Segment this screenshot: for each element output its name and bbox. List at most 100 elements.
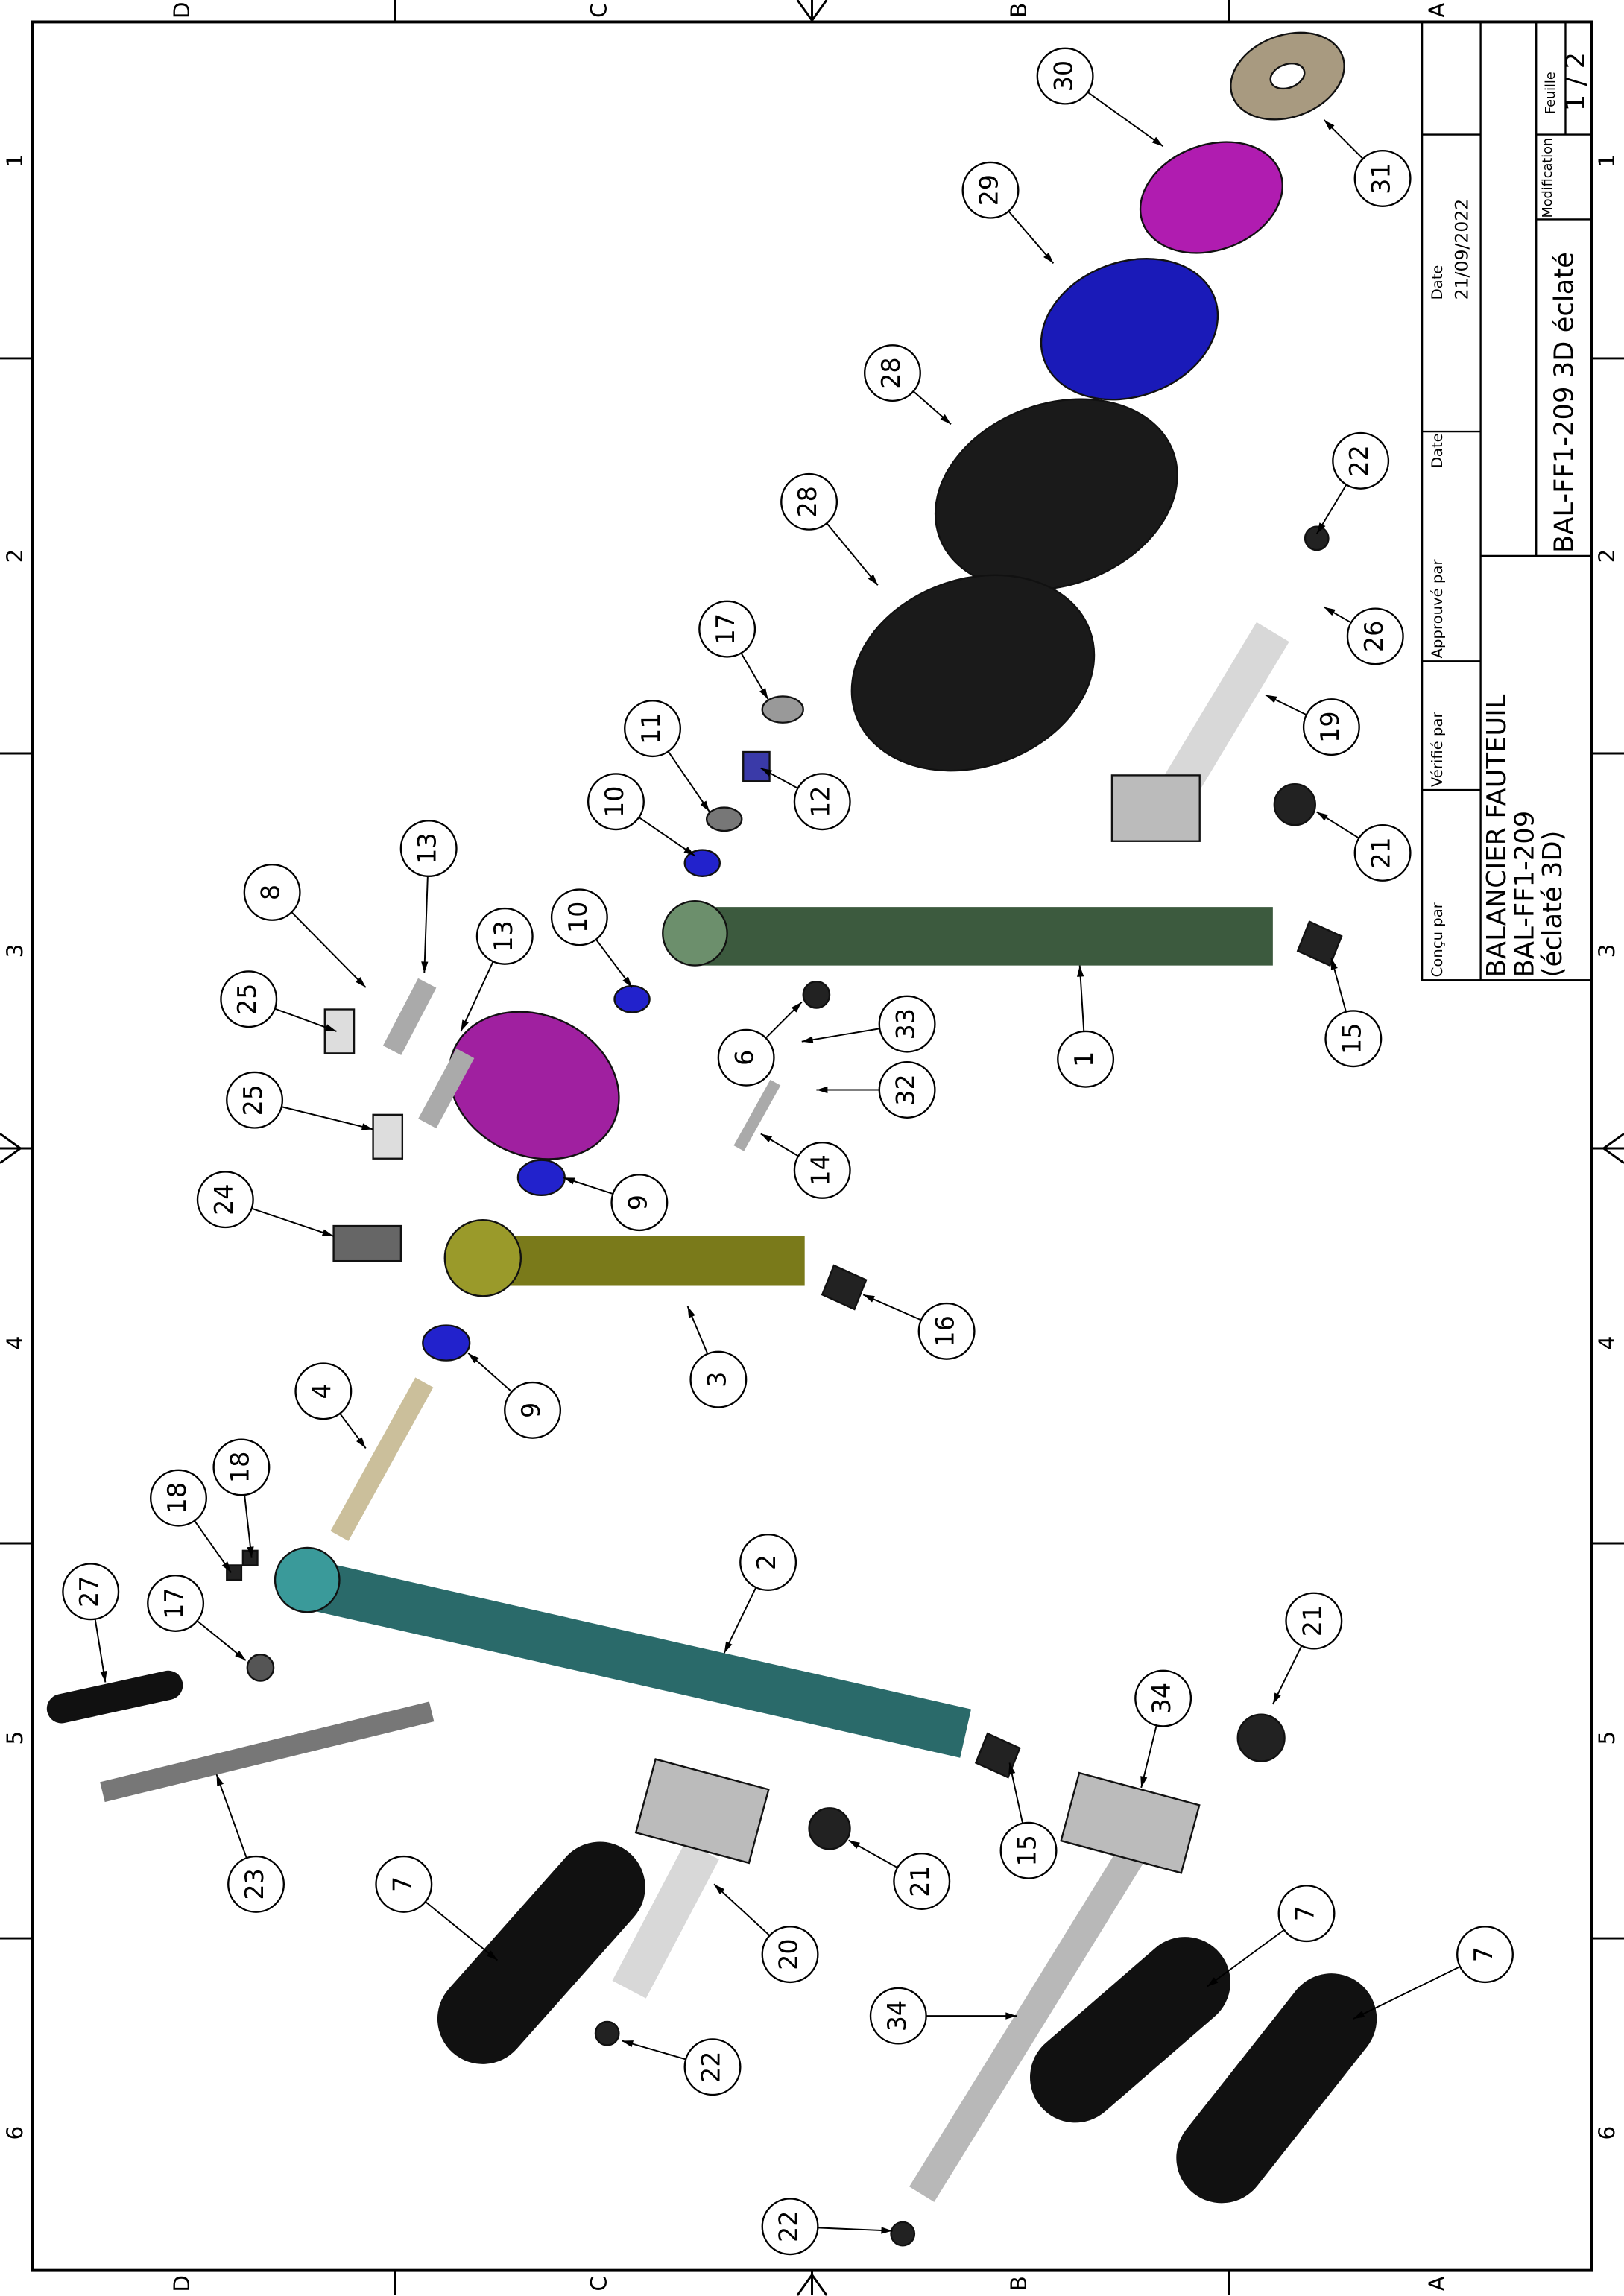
reference: BAL-FF1-209 — [1509, 811, 1540, 978]
leader-line — [638, 817, 696, 857]
leader-line — [818, 2227, 893, 2232]
leader-arrow — [100, 1670, 107, 1683]
zone-letter: C — [586, 2276, 611, 2292]
balloon-label: 22 — [774, 2211, 803, 2242]
balloon-label: 34 — [1147, 1683, 1176, 1714]
balloon-label: 2 — [752, 1555, 781, 1570]
balloon-label: 17 — [159, 1587, 189, 1619]
leader-arrow — [848, 1840, 860, 1849]
leader-line — [713, 1883, 771, 1937]
leader-arrow — [622, 976, 633, 988]
balloon-label: 12 — [806, 786, 835, 817]
balloon — [878, 1060, 936, 1119]
balloon-label: 16 — [931, 1315, 960, 1347]
leader-arrow — [468, 1353, 479, 1364]
file-name: BAL-FF1-209 3D éclaté — [1549, 252, 1579, 553]
balloon — [294, 1362, 353, 1420]
balloon-label: 13 — [489, 920, 518, 952]
date-value: 21/09/2022 — [1452, 199, 1473, 300]
balloon — [147, 1575, 205, 1632]
leader-line — [291, 911, 367, 988]
leader-arrow — [1272, 1692, 1281, 1704]
balloon — [878, 995, 936, 1053]
zone-number: 1 — [1594, 154, 1620, 168]
balloon — [739, 1534, 797, 1592]
zone-number: 2 — [2, 549, 28, 563]
leader-arrow — [563, 1177, 575, 1185]
zone-letter: C — [586, 2, 611, 18]
leader-arrow — [1353, 2011, 1365, 2020]
leader-arrow — [321, 1229, 334, 1236]
leader-line — [1087, 92, 1164, 148]
balloon — [550, 888, 608, 946]
balloon-label: 33 — [891, 1008, 920, 1040]
balloon-label: 32 — [891, 1074, 920, 1105]
balloon — [869, 1987, 927, 2045]
leader-arrow — [791, 1002, 802, 1013]
balloon-label: 10 — [600, 786, 629, 817]
balloon — [999, 1821, 1058, 1879]
balloon-label: 18 — [162, 1482, 192, 1514]
leader-arrow — [816, 1086, 828, 1094]
leader-arrow — [247, 1546, 254, 1558]
balloon — [504, 1381, 562, 1439]
balloon — [1353, 823, 1412, 882]
leader-arrow — [324, 1024, 337, 1031]
balloon — [399, 820, 458, 878]
leader-arrow — [216, 1774, 224, 1786]
balloon — [212, 1438, 271, 1496]
leader-line — [460, 961, 494, 1032]
leader-line — [215, 1774, 247, 1859]
balloon — [761, 1926, 819, 1984]
balloon-label: 27 — [75, 1576, 104, 1607]
sheet-label: Feuille — [1544, 72, 1558, 114]
leader-arrow — [355, 977, 366, 988]
balloon — [917, 1302, 976, 1360]
balloon — [1036, 47, 1094, 105]
zone-number: 3 — [2, 944, 28, 958]
balloon — [1057, 1030, 1115, 1088]
balloon-label: 7 — [388, 1876, 417, 1892]
balloon-label: 23 — [240, 1868, 269, 1900]
zone-number: 6 — [2, 2126, 28, 2140]
balloon — [961, 161, 1020, 219]
balloon-label: 4 — [307, 1383, 336, 1399]
balloon-label: 18 — [225, 1452, 254, 1483]
zone-number: 5 — [1594, 1731, 1620, 1745]
designed-by: Conçu par — [1429, 902, 1446, 977]
leader-arrow — [759, 688, 768, 700]
balloon-label: 29 — [974, 174, 1003, 206]
leader-arrow — [1330, 958, 1338, 970]
balloon — [1353, 150, 1412, 207]
balloon-label: 19 — [1315, 711, 1345, 742]
leader-line — [826, 522, 879, 586]
balloon-label: 3 — [702, 1372, 731, 1388]
parts — [46, 31, 1377, 2247]
leader-line — [801, 1028, 880, 1043]
balloon — [196, 1171, 254, 1229]
balloon — [780, 472, 838, 531]
balloon-label: 9 — [516, 1402, 546, 1418]
balloon — [227, 1855, 285, 1913]
zone-number: 4 — [1594, 1336, 1620, 1350]
balloon-label: 34 — [882, 2000, 911, 2031]
leader-arrow — [760, 768, 773, 777]
balloon-label: 28 — [876, 357, 906, 388]
balloon — [624, 700, 682, 758]
sheet-number: 1 / 2 — [1561, 52, 1591, 111]
zone-letter: B — [1006, 2276, 1031, 2291]
balloon-label: 14 — [806, 1154, 835, 1186]
leader-arrow — [1266, 695, 1277, 703]
balloon-label: 24 — [209, 1183, 238, 1215]
balloon-label: 8 — [256, 885, 285, 900]
balloon — [1324, 1010, 1383, 1068]
leader-arrow — [622, 2040, 634, 2048]
leader-arrow — [461, 1019, 469, 1031]
balloon — [1302, 698, 1360, 756]
leader-arrow — [687, 1306, 695, 1318]
balloon — [1285, 1592, 1343, 1650]
leader-arrow — [1008, 1762, 1016, 1775]
balloon — [226, 1071, 284, 1129]
